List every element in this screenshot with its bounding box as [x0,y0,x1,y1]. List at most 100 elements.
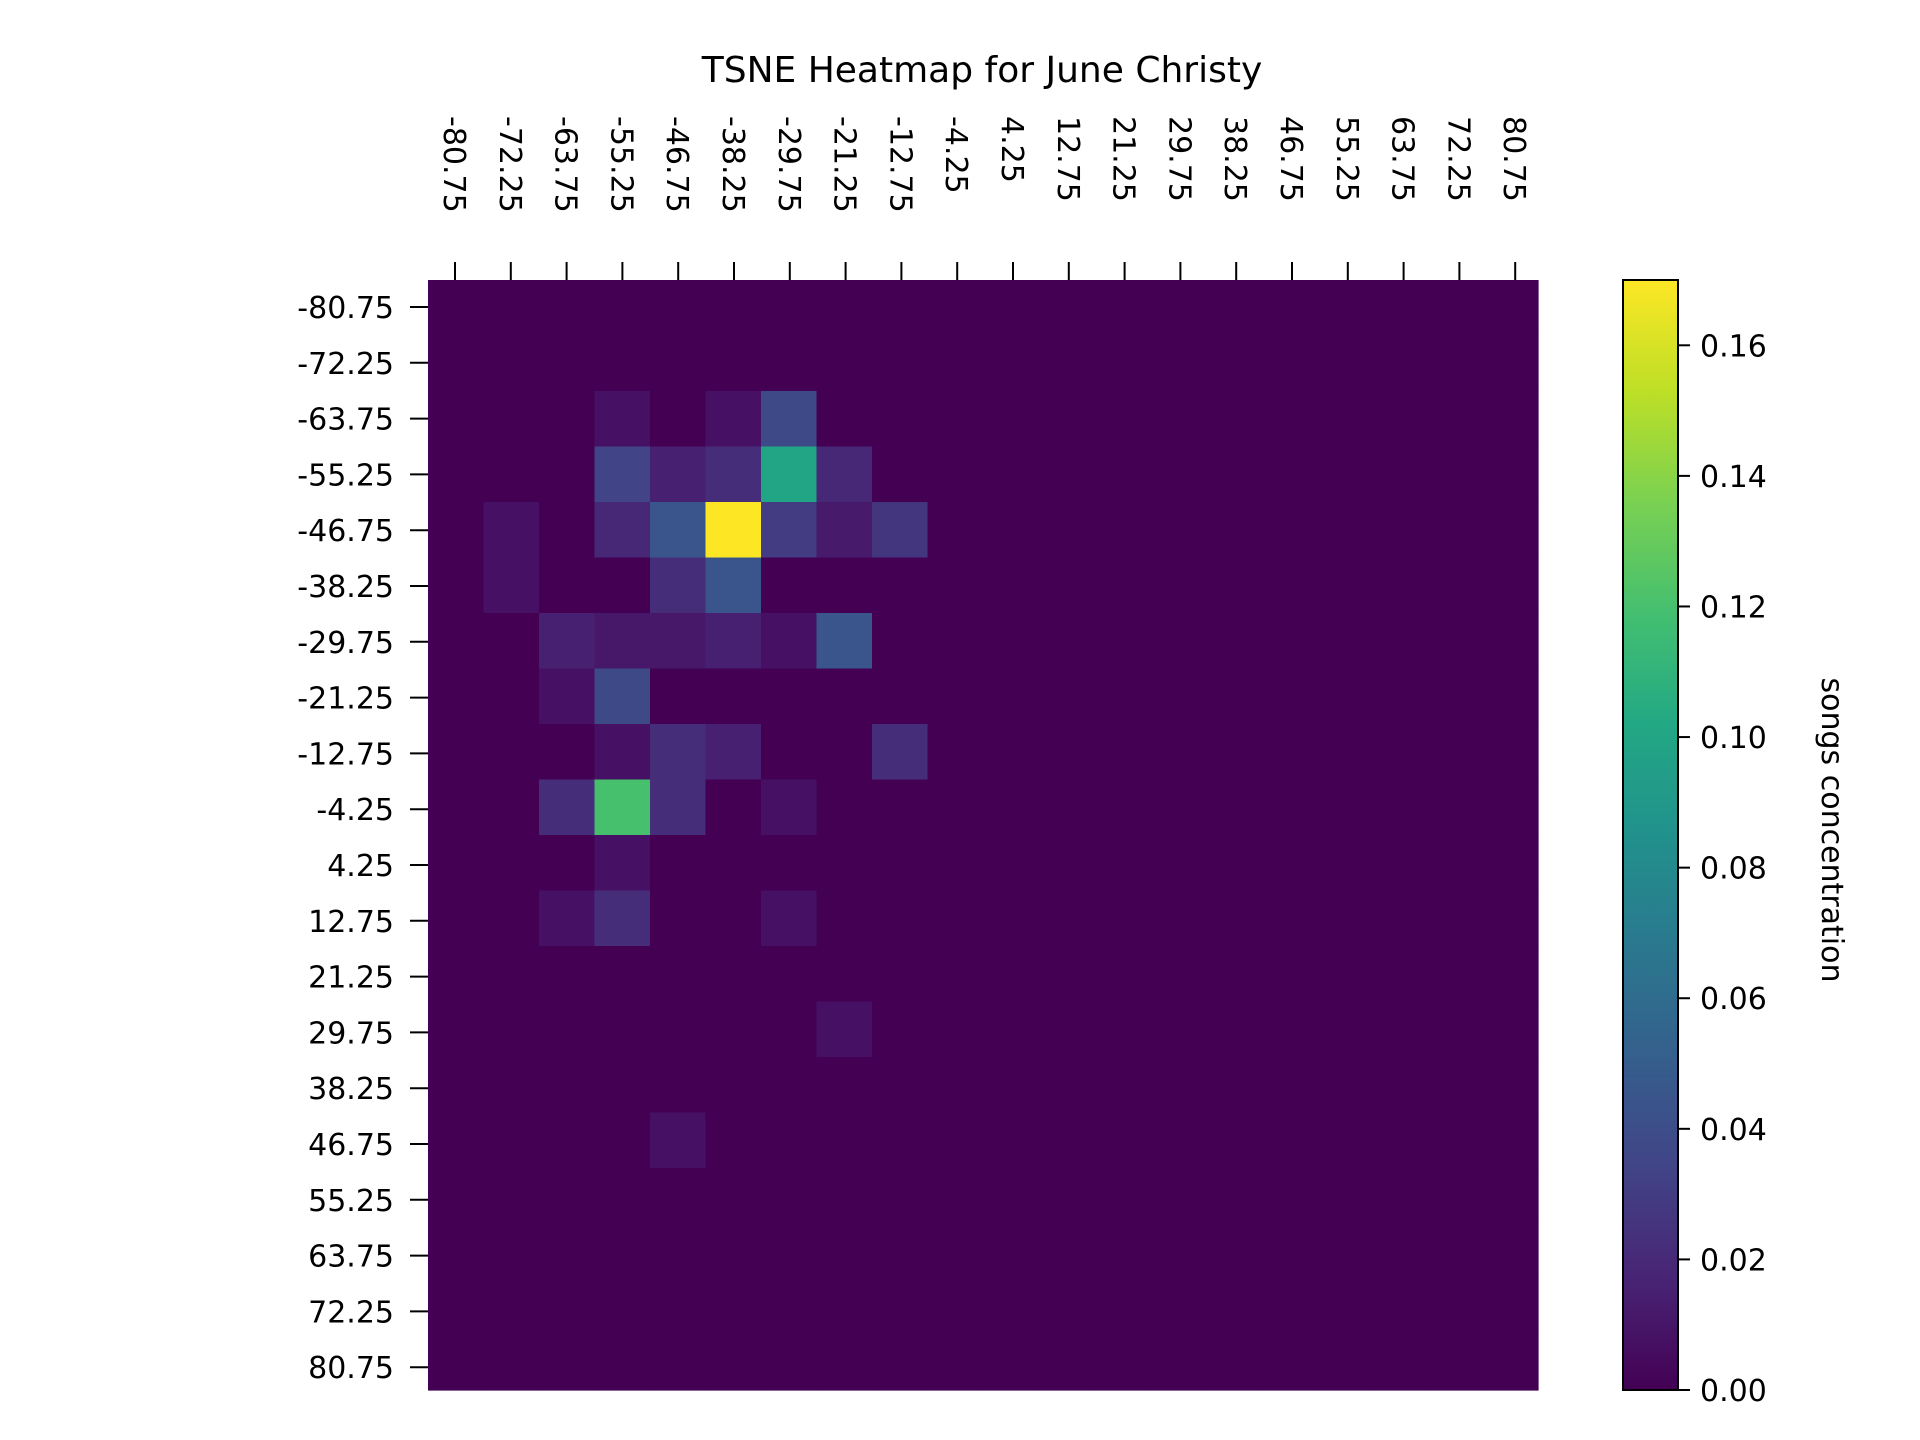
heatmap-cell [483,335,540,392]
heatmap-cell [1482,1057,1539,1114]
heatmap-cell [705,446,762,503]
heatmap-cell [483,1168,540,1225]
y-tick-label: 55.25 [308,1184,394,1219]
heatmap-cell [1260,724,1317,781]
heatmap-cell [594,335,651,392]
heatmap-cell [927,335,984,392]
heatmap-cell [428,557,485,614]
heatmap-cell [483,446,540,503]
heatmap-cell [483,1112,540,1169]
y-tick-label: 72.25 [308,1295,394,1330]
heatmap-cell [1260,1279,1317,1336]
heatmap-cell [1427,1112,1484,1169]
heatmap-cell [650,335,707,392]
heatmap-cell [1316,946,1373,1003]
heatmap-cell [705,724,762,781]
heatmap-cell [1038,391,1095,448]
heatmap-cell [428,502,485,559]
heatmap-cell [650,1168,707,1225]
heatmap-cell [1427,613,1484,670]
heatmap-cell [983,1223,1040,1280]
heatmap-cell [539,280,596,337]
heatmap-cell [1482,724,1539,781]
x-tick-label: -12.75 [882,116,917,213]
heatmap-cell [428,1334,485,1391]
heatmap-cell [650,1112,707,1169]
heatmap-cell [594,391,651,448]
x-tick-label: 12.75 [1050,116,1085,202]
heatmap-cell [594,946,651,1003]
heatmap-cell [1371,1279,1428,1336]
y-tick-label: -21.25 [297,682,394,717]
y-tick-label: -29.75 [297,626,394,661]
heatmap-cell [650,1279,707,1336]
heatmap-cell [872,557,929,614]
heatmap-cell [539,1334,596,1391]
y-axis-ticks: -80.75 -72.25 -63.75 -55.25 -46.75 -38.25 -29.… [297,291,428,1386]
heatmap-cell [428,280,485,337]
heatmap-cell [1094,446,1151,503]
heatmap-cell [1371,557,1428,614]
heatmap-cell [1038,1057,1095,1114]
heatmap-cell [1205,446,1262,503]
heatmap-cell [594,835,651,892]
heatmap-cell [539,335,596,392]
heatmap-cell [1427,1168,1484,1225]
heatmap-cell [650,668,707,725]
x-tick-label: -55.25 [603,116,638,213]
heatmap-cell [428,779,485,836]
heatmap-cell [1482,668,1539,725]
heatmap-cell [816,335,873,392]
heatmap-cell [1094,613,1151,670]
heatmap-cell [1094,1168,1151,1225]
heatmap-cell [816,446,873,503]
heatmap-cell [1482,890,1539,947]
heatmap-cell [816,779,873,836]
heatmap-cell [594,446,651,503]
heatmap-cell [1316,502,1373,559]
heatmap-cell [539,946,596,1003]
colorbar-tick-label: 0.10 [1700,721,1767,756]
heatmap-cell [1260,280,1317,337]
heatmap-cell [1427,1223,1484,1280]
y-tick-label: 4.25 [327,849,394,884]
heatmap-cell [1316,1279,1373,1336]
heatmap-cell [1316,280,1373,337]
heatmap-cell [761,391,818,448]
heatmap-cell [1482,446,1539,503]
heatmap-cell [1038,835,1095,892]
colorbar-gradient [1622,279,1679,1391]
heatmap-cell [483,890,540,947]
heatmap-cell [594,1334,651,1391]
heatmap-cell [428,1168,485,1225]
heatmap-cell [872,668,929,725]
x-tick-label: 21.25 [1106,116,1141,202]
heatmap-cell [1371,835,1428,892]
heatmap-cell [594,890,651,947]
heatmap-cell [483,280,540,337]
heatmap-cell [539,668,596,725]
heatmap-cell [927,835,984,892]
y-tick-label: 46.75 [308,1128,394,1163]
heatmap-cell [1205,1334,1262,1391]
heatmap-cell [1149,724,1206,781]
heatmap-cell [1149,1057,1206,1114]
heatmap-cell [1094,724,1151,781]
heatmap-cell [1205,946,1262,1003]
heatmap-cell [1260,1223,1317,1280]
heatmap-cell [761,724,818,781]
heatmap-cell [1482,335,1539,392]
heatmap-cell [927,1223,984,1280]
heatmap-cell [1038,1001,1095,1058]
heatmap-cell [1427,391,1484,448]
heatmap-cell [1094,1334,1151,1391]
heatmap-cell [428,668,485,725]
heatmap-cell [1371,280,1428,337]
colorbar-tick-label: 0.12 [1700,590,1767,625]
heatmap-cell [1038,1112,1095,1169]
heatmap-cell [761,280,818,337]
heatmap-cell [816,1112,873,1169]
heatmap-cell [927,391,984,448]
heatmap-cell [872,946,929,1003]
